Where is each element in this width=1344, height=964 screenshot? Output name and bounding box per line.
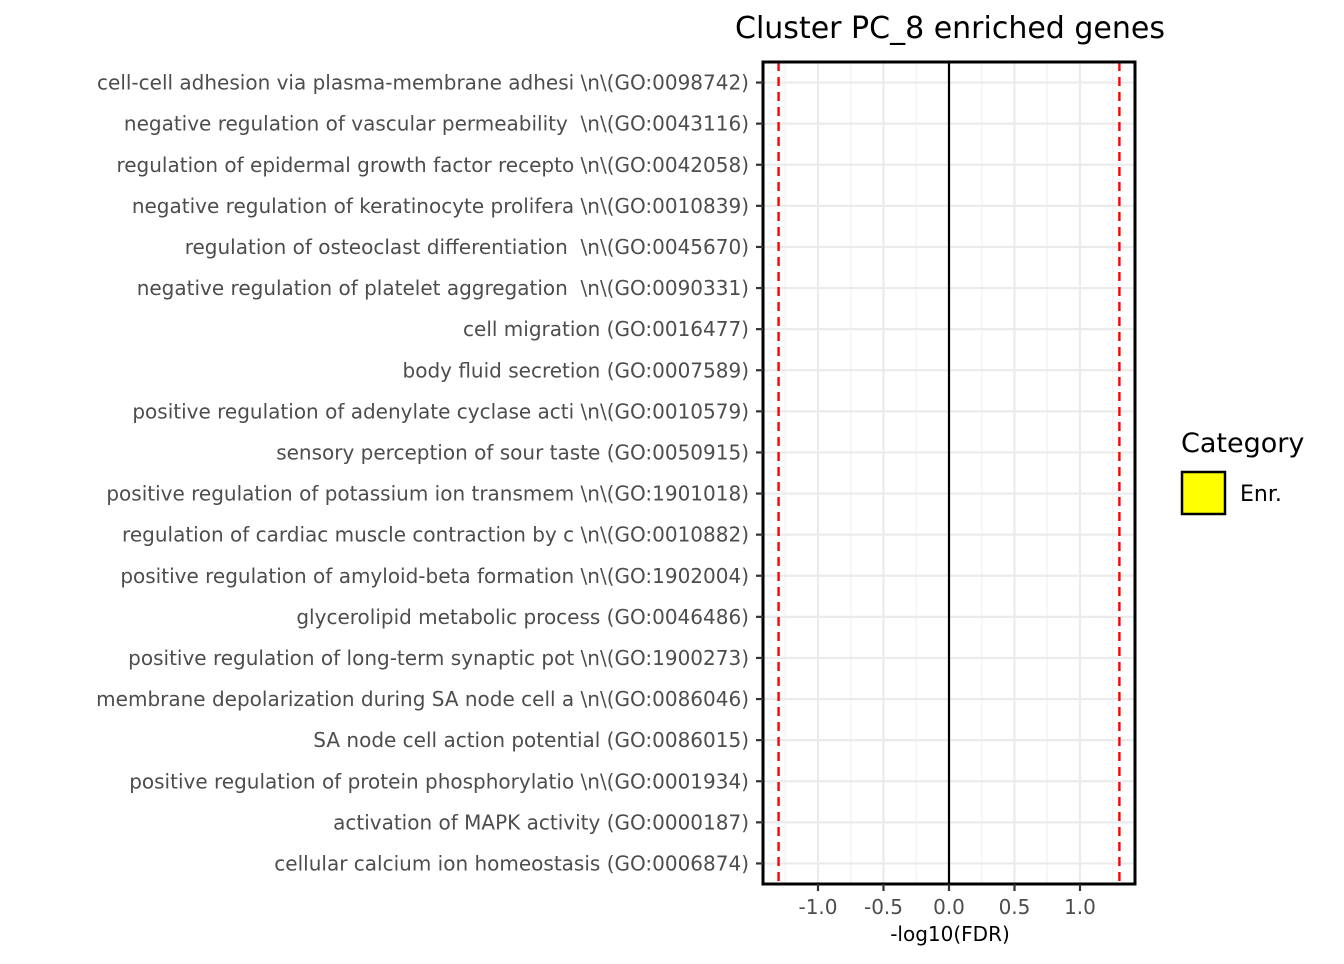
- y-tick-label: positive regulation of adenylate cyclase…: [132, 399, 749, 423]
- y-tick-label: positive regulation of amyloid-beta form…: [120, 564, 749, 588]
- y-tick-label: sensory perception of sour taste (GO:005…: [276, 440, 749, 464]
- y-tick-label: positive regulation of protein phosphory…: [129, 769, 749, 793]
- chart-title: Cluster PC_8 enriched genes: [735, 11, 1165, 46]
- x-tick-label: -1.0: [798, 895, 837, 919]
- y-tick-label: positive regulation of potassium ion tra…: [106, 482, 749, 506]
- y-tick-label: regulation of cardiac muscle contraction…: [122, 523, 749, 547]
- y-tick-label: SA node cell action potential (GO:008601…: [313, 728, 749, 752]
- y-tick-label: regulation of osteoclast differentiation…: [185, 235, 749, 259]
- legend-items: Enr.: [1180, 470, 1282, 516]
- legend-swatch: [1180, 470, 1227, 516]
- y-tick-label: cell migration (GO:0016477): [463, 317, 749, 341]
- y-tick-label: negative regulation of platelet aggregat…: [137, 276, 749, 300]
- reference-lines: [777, 62, 1121, 884]
- y-tick-label: body fluid secretion (GO:0007589): [403, 358, 749, 382]
- y-tick-label: regulation of epidermal growth factor re…: [116, 153, 749, 177]
- y-tick-label: negative regulation of keratinocyte prol…: [132, 194, 749, 218]
- x-tick-label: 1.0: [1064, 895, 1096, 919]
- y-tick-label: glycerolipid metabolic process (GO:00464…: [296, 605, 749, 629]
- y-tick-label: cell-cell adhesion via plasma-membrane a…: [97, 71, 749, 95]
- y-tick-label: cellular calcium ion homeostasis (GO:000…: [274, 851, 749, 875]
- x-axis: -1.0 -0.5 0.0 0.5 1.0: [798, 884, 1096, 919]
- x-axis-title: -log10(FDR): [890, 922, 1010, 946]
- y-tick-label: membrane depolarization during SA node c…: [96, 687, 749, 711]
- y-tick-label: negative regulation of vascular permeabi…: [124, 112, 749, 136]
- legend-label: Enr.: [1240, 482, 1282, 507]
- x-tick-label: 0.5: [999, 895, 1031, 919]
- y-tick-label: positive regulation of long-term synapti…: [128, 646, 749, 670]
- x-tick-label: -0.5: [864, 895, 903, 919]
- y-axis: cell-cell adhesion via plasma-membrane a…: [96, 71, 763, 875]
- legend-title: Category: [1181, 428, 1304, 459]
- y-tick-label: activation of MAPK activity (GO:0000187): [333, 810, 749, 834]
- x-tick-label: 0.0: [933, 895, 965, 919]
- legend: Category Enr.: [1180, 428, 1304, 516]
